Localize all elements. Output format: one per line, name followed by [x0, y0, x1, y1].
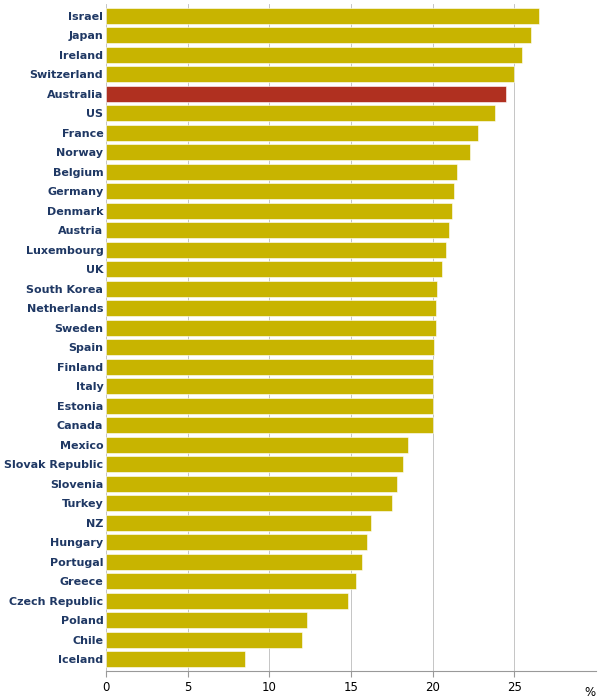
Bar: [106, 320, 436, 336]
Bar: [106, 47, 523, 63]
Bar: [106, 496, 392, 511]
Bar: [106, 378, 433, 394]
Bar: [106, 8, 539, 24]
Bar: [106, 164, 457, 180]
Bar: [106, 106, 494, 121]
Text: %: %: [585, 685, 596, 699]
Bar: [106, 514, 371, 531]
Bar: [106, 125, 478, 141]
Bar: [106, 612, 307, 629]
Bar: [106, 359, 433, 375]
Bar: [106, 437, 408, 453]
Bar: [106, 66, 514, 83]
Bar: [106, 476, 397, 492]
Bar: [106, 573, 356, 589]
Bar: [106, 241, 446, 258]
Bar: [106, 632, 302, 648]
Bar: [106, 554, 362, 570]
Bar: [106, 340, 434, 356]
Bar: [106, 398, 433, 414]
Bar: [106, 300, 436, 316]
Bar: [106, 281, 437, 297]
Bar: [106, 456, 403, 473]
Bar: [106, 27, 530, 43]
Bar: [106, 86, 506, 101]
Bar: [106, 534, 367, 550]
Bar: [106, 223, 449, 238]
Bar: [106, 261, 442, 277]
Bar: [106, 144, 470, 160]
Bar: [106, 651, 245, 667]
Bar: [106, 183, 454, 199]
Bar: [106, 203, 452, 219]
Bar: [106, 593, 347, 609]
Bar: [106, 417, 433, 433]
